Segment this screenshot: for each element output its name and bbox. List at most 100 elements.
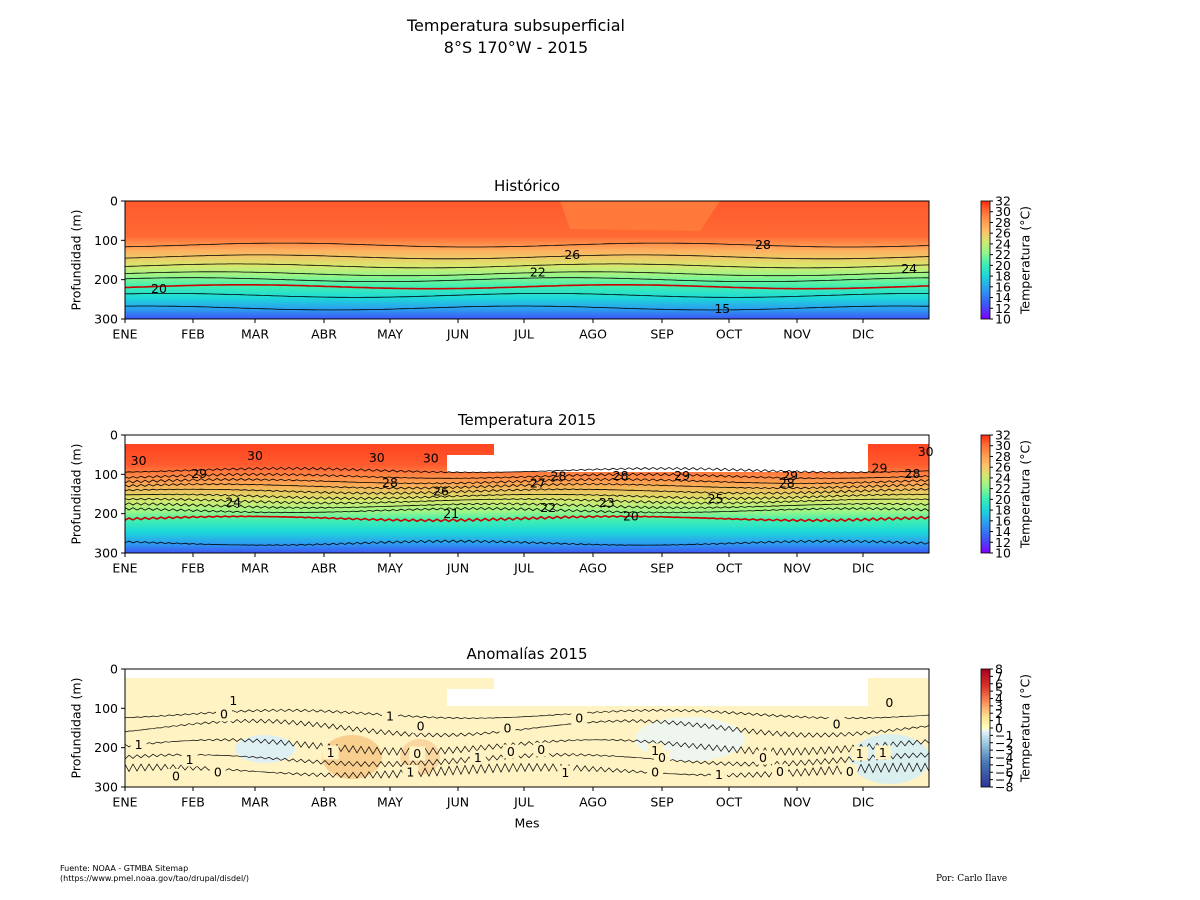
contour-line <box>125 493 930 500</box>
x-tick-label: DIC <box>852 561 874 576</box>
x-tick-label: OCT <box>716 327 743 342</box>
x-tick-label: SEP <box>650 327 674 342</box>
panel-title: Temperatura 2015 <box>457 411 596 429</box>
colorbar-tick-label: −7 <box>995 772 1013 787</box>
contour-label: 28 <box>755 237 771 252</box>
anomaly-contour-line <box>124 738 930 756</box>
x-tick-label: ABR <box>311 327 337 342</box>
x-tick-label: ENE <box>112 561 137 576</box>
contour-line <box>124 497 930 505</box>
panel-2 <box>121 434 993 557</box>
y-tick-label: 200 <box>94 740 118 755</box>
contour-label: 24 <box>225 494 241 509</box>
colorbar-tick-label: 14 <box>995 524 1011 539</box>
contour-line <box>124 482 930 490</box>
x-tick-label: FEB <box>181 327 205 342</box>
colorbar-tick-label: 18 <box>995 503 1011 518</box>
colorbar-tick-label: 32 <box>995 428 1011 443</box>
contour-label: 1 <box>879 745 887 760</box>
x-tick-label: ABR <box>311 561 337 576</box>
colorbar-tick-label: −6 <box>995 765 1013 780</box>
colorbar-tick-label: 22 <box>995 247 1011 262</box>
contour-label: 28 <box>905 466 921 481</box>
plot-frame <box>124 668 930 788</box>
x-tick-label: SEP <box>650 561 674 576</box>
contour-label: 21 <box>443 506 459 521</box>
contour-label: 20 <box>151 281 167 296</box>
colorbar-tick-label: 12 <box>995 301 1011 316</box>
colorbar-tick-label: 22 <box>995 481 1011 496</box>
cool-anomaly <box>235 735 295 763</box>
colorbar-label: Temperatura (°C) <box>1018 206 1033 315</box>
contour-label: 1 <box>135 737 143 752</box>
contour-label: 0 <box>214 765 222 780</box>
colorbar-label: Temperatura (°C) <box>1018 440 1033 549</box>
colorbar-tick-label: 14 <box>995 290 1011 305</box>
heatmap-warm-patch <box>560 201 720 231</box>
x-tick-label: JUL <box>513 327 534 342</box>
colorbar-tick-label: 18 <box>995 269 1011 284</box>
colorbar-tick-label: 7 <box>995 669 1003 684</box>
y-tick-label: 300 <box>94 780 118 795</box>
panel-3 <box>121 668 993 791</box>
x-tick-label: MAY <box>377 327 403 342</box>
plot-frame <box>124 200 930 320</box>
colorbar-tick-label: −8 <box>995 780 1013 795</box>
x-tick-label: MAY <box>377 795 403 810</box>
y-axis-label: Profundidad (m) <box>69 678 84 779</box>
contour-label: 27 <box>530 475 546 490</box>
contour-label: 28 <box>779 475 795 490</box>
x-axis-label: Mes <box>515 816 540 831</box>
contour-label: 0 <box>413 746 421 761</box>
x-tick-label: JUN <box>446 327 469 342</box>
contour-label: 26 <box>433 484 449 499</box>
contour-line <box>125 305 930 311</box>
contour-label: 0 <box>172 768 180 783</box>
contour-label: 28 <box>382 475 398 490</box>
contour-label: 0 <box>759 750 767 765</box>
y-tick-label: 200 <box>94 272 118 287</box>
contour-line <box>124 466 930 474</box>
contour-label: 0 <box>220 707 228 722</box>
colorbar-tick-label: −2 <box>995 735 1013 750</box>
contour-label: 20 <box>623 509 639 524</box>
anomaly-contour-line <box>124 718 930 738</box>
contour-label: 30 <box>247 448 263 463</box>
colorbar-tick-label: 24 <box>995 236 1011 251</box>
x-tick-label: ABR <box>311 795 337 810</box>
contour-label: 25 <box>708 491 724 506</box>
contour-label: 30 <box>918 444 934 459</box>
anomaly-contour-line <box>124 752 930 768</box>
x-tick-label: NOV <box>783 327 811 342</box>
contour-label: 1 <box>386 709 394 724</box>
contour-line <box>124 506 930 514</box>
colorbar-tick-label: 26 <box>995 226 1011 241</box>
x-tick-label: DIC <box>852 327 874 342</box>
colorbar-tick-label: 16 <box>995 513 1011 528</box>
colorbar-tick-label: 1 <box>995 713 1003 728</box>
x-tick-label: OCT <box>716 561 743 576</box>
contour-label: 0 <box>537 742 545 757</box>
contour-label: 0 <box>846 764 854 779</box>
contour-label: 22 <box>540 500 556 515</box>
x-tick-label: OCT <box>716 795 743 810</box>
plot-frame <box>124 434 930 554</box>
author-note: Por: Carlo Ilave <box>936 874 1008 884</box>
contour-label: 1 <box>651 743 659 758</box>
contour-label: 23 <box>599 495 615 510</box>
colorbar-tick-label: 10 <box>995 546 1011 561</box>
x-tick-label: FEB <box>181 561 205 576</box>
colorbar-tick-label: 8 <box>995 662 1003 677</box>
colorbar-tick-label: 30 <box>995 438 1011 453</box>
colorbar <box>980 434 991 554</box>
contour-line <box>124 488 930 495</box>
contour-line <box>124 277 929 282</box>
contour-label: 1 <box>856 746 864 761</box>
contour-label: 1 <box>327 745 335 760</box>
source-line-2: (https://www.pmel.noaa.gov/tao/drupal/di… <box>60 874 249 883</box>
contour-20c-line <box>124 514 930 523</box>
contour-label: 0 <box>776 764 784 779</box>
y-tick-label: 200 <box>94 506 118 521</box>
colorbar-tick-label: 28 <box>995 215 1011 230</box>
contour-label: 0 <box>651 765 659 780</box>
